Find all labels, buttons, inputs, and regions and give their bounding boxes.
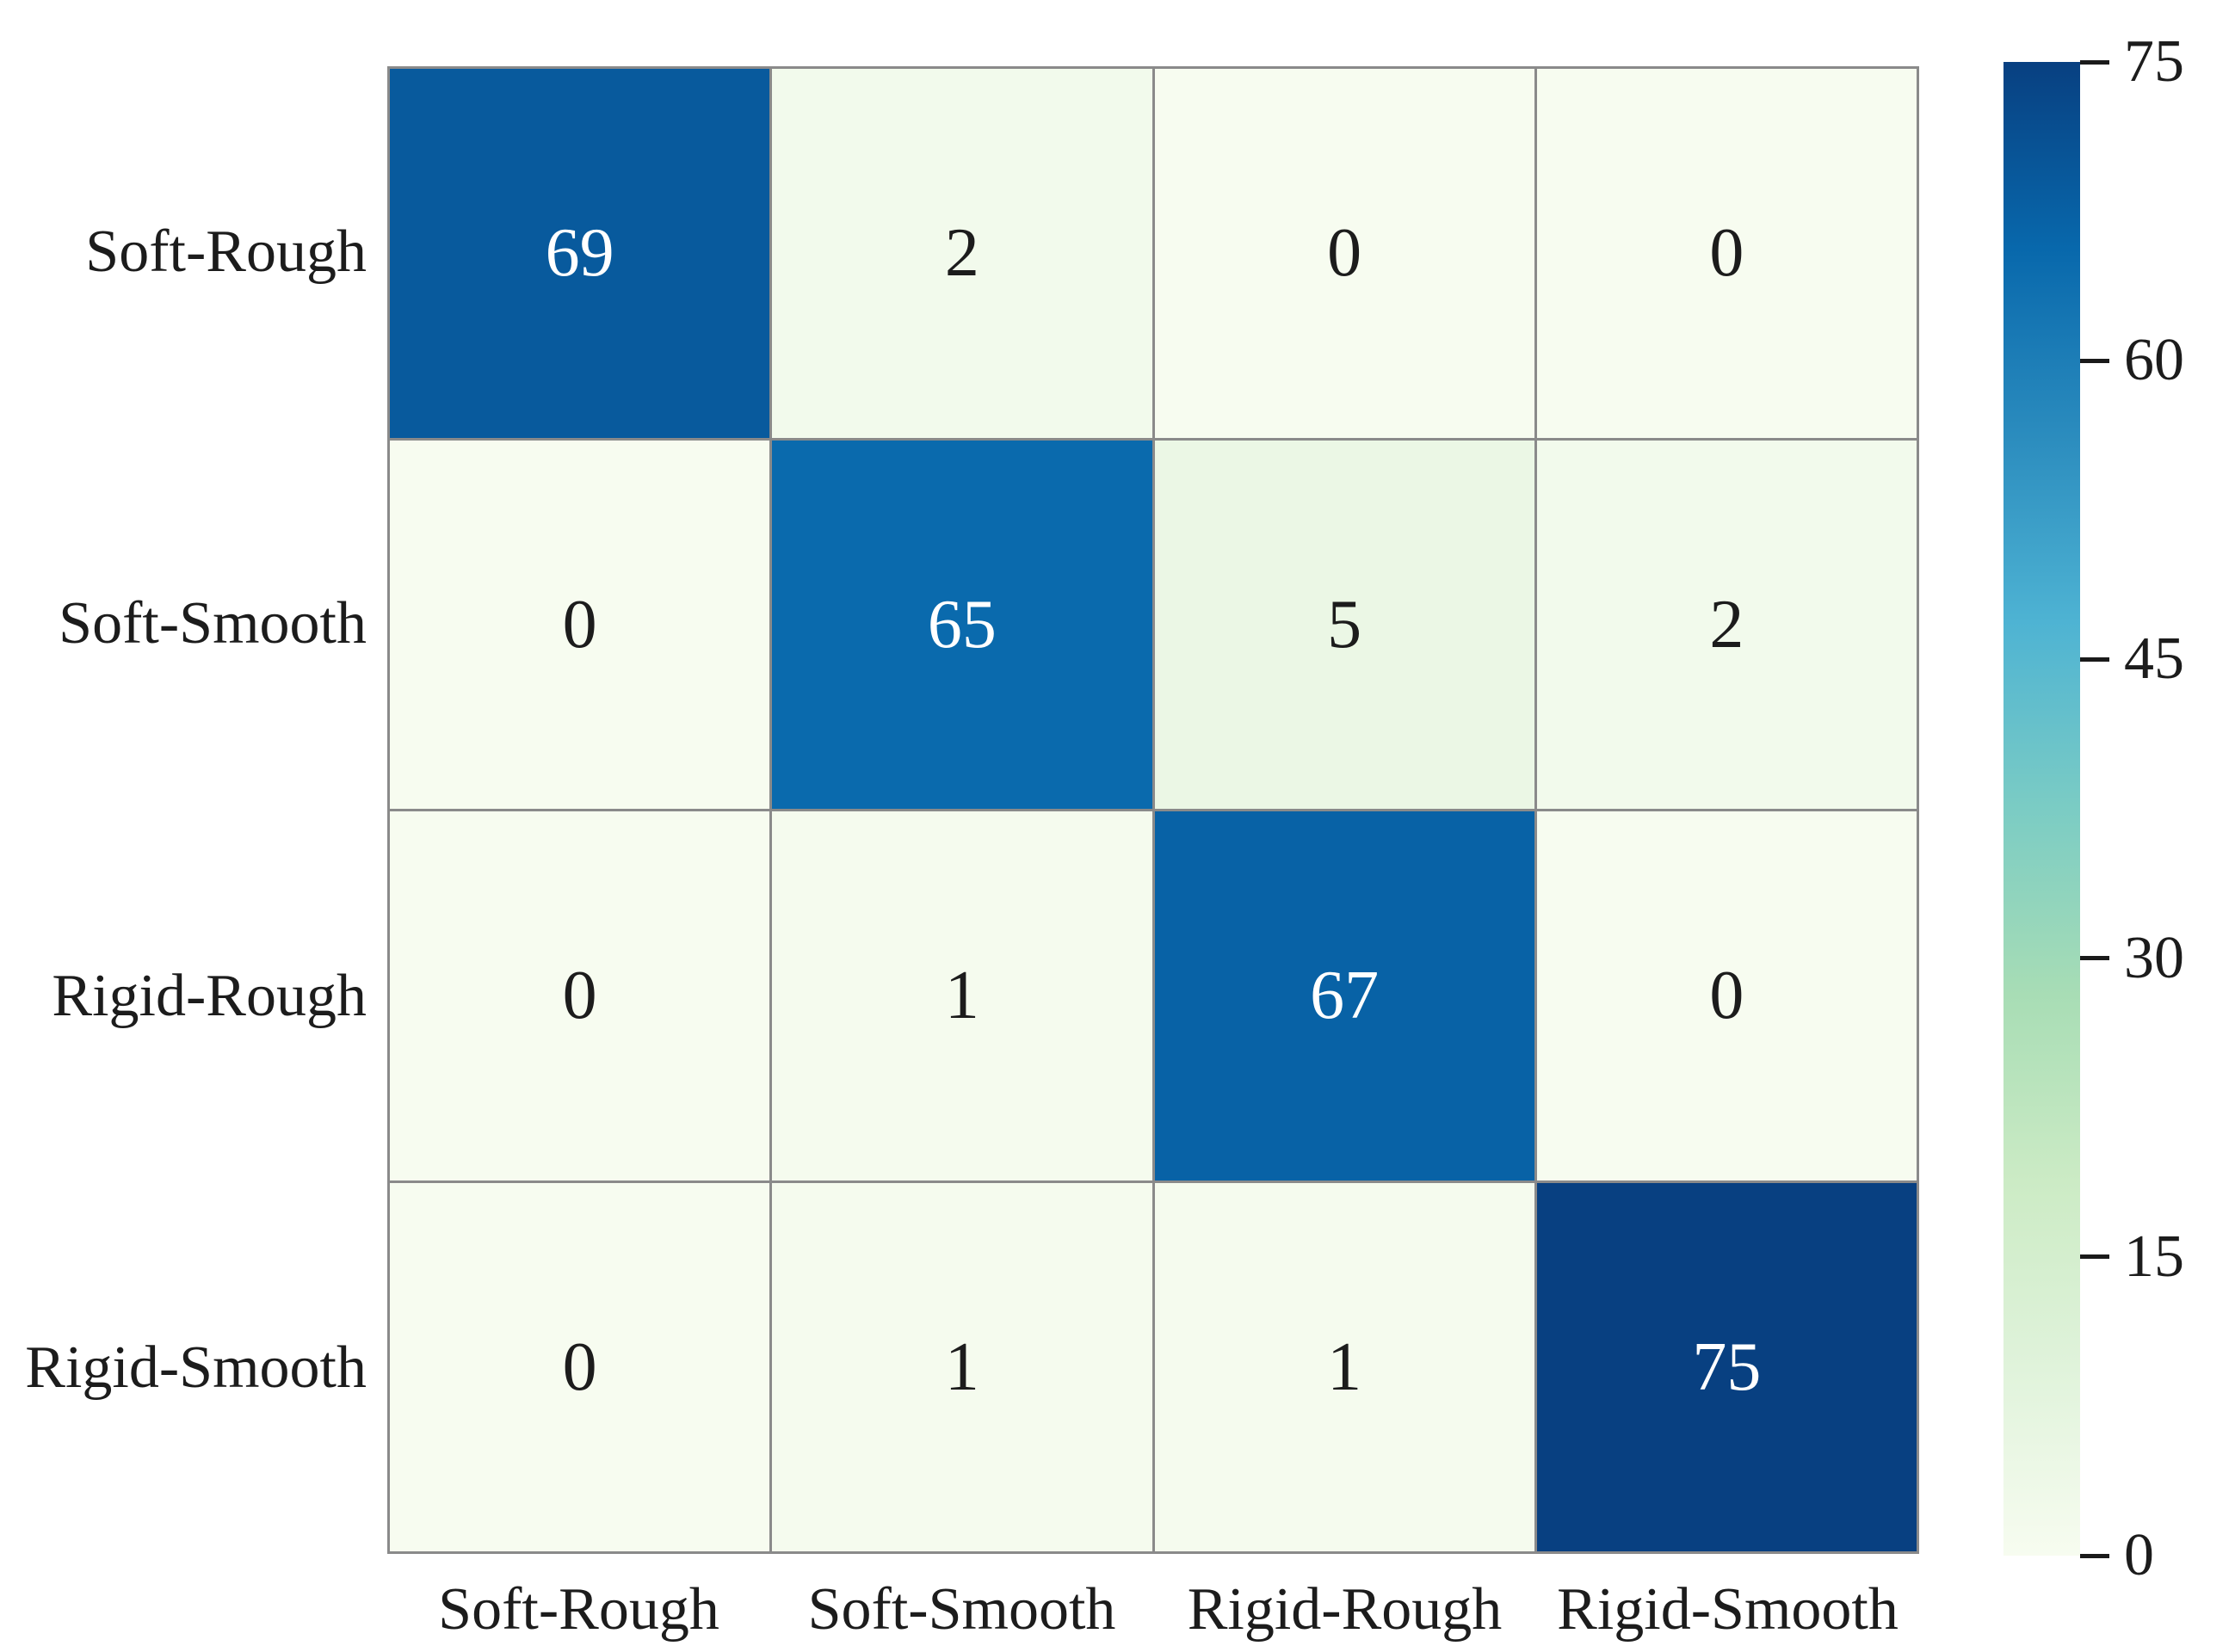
heatmap-cell: 5 <box>1154 440 1534 809</box>
y-axis-label: Rigid-Smooth <box>25 1334 367 1401</box>
heatmap-grid: 69 2 0 0 0 65 5 2 0 1 67 0 0 1 1 75 <box>387 66 1919 1554</box>
colorbar-tick-label: 15 <box>2124 1223 2184 1290</box>
heatmap-cell: 1 <box>772 1182 1152 1551</box>
colorbar-tick-label: 0 <box>2124 1522 2154 1588</box>
cell-value: 65 <box>927 586 997 663</box>
colorbar-tick-label: 30 <box>2124 924 2184 991</box>
cell-value: 0 <box>562 1328 597 1405</box>
heatmap-cell: 2 <box>1536 440 1917 809</box>
x-axis-label: Soft-Rough <box>438 1576 719 1643</box>
heatmap-cell: 0 <box>390 1182 770 1551</box>
cell-value: 75 <box>1692 1328 1762 1405</box>
heatmap-cell: 69 <box>390 69 770 438</box>
y-axis-label: Soft-Rough <box>85 219 367 286</box>
cell-value: 67 <box>1310 958 1380 1034</box>
colorbar-tick-mark <box>2080 956 2109 961</box>
heatmap-cell: 0 <box>390 440 770 809</box>
colorbar-tick-label: 75 <box>2124 28 2184 95</box>
heatmap-cell: 65 <box>772 440 1152 809</box>
heatmap-cell: 0 <box>390 811 770 1180</box>
colorbar-tick-mark <box>2080 1254 2109 1260</box>
cell-value: 0 <box>562 586 597 663</box>
heatmap-cell: 1 <box>1154 1182 1534 1551</box>
heatmap-cell: 2 <box>772 69 1152 438</box>
cell-value: 5 <box>1327 586 1362 663</box>
cell-value: 1 <box>944 958 979 1034</box>
cell-value: 2 <box>1709 586 1744 663</box>
heatmap-cell: 0 <box>1536 811 1917 1180</box>
cell-value: 0 <box>1709 215 1744 292</box>
y-axis-label: Soft-Smooth <box>59 590 367 657</box>
heatmap-cell: 67 <box>1154 811 1534 1180</box>
colorbar-tick-label: 60 <box>2124 327 2184 394</box>
cell-value: 0 <box>1327 215 1362 292</box>
x-axis-label: Rigid-Rough <box>1187 1576 1503 1643</box>
colorbar-gradient <box>2003 62 2080 1556</box>
colorbar-tick-mark <box>2080 656 2109 662</box>
colorbar-tick-mark <box>2080 358 2109 363</box>
x-axis-label: Soft-Smooth <box>807 1576 1116 1643</box>
cell-value: 1 <box>944 1328 979 1405</box>
heatmap-cell: 0 <box>1154 69 1534 438</box>
cell-value: 1 <box>1327 1328 1362 1405</box>
heatmap-cell: 0 <box>1536 69 1917 438</box>
heatmap-cell: 1 <box>772 811 1152 1180</box>
cell-value: 0 <box>1709 958 1744 1034</box>
cell-value: 69 <box>545 215 614 292</box>
y-axis-label: Rigid-Rough <box>52 962 367 1029</box>
heatmap-cell: 75 <box>1536 1182 1917 1551</box>
cell-value: 0 <box>562 958 597 1034</box>
colorbar-tick-mark <box>2080 1553 2109 1558</box>
colorbar-tick-label: 45 <box>2124 626 2184 693</box>
x-axis-label: Rigid-Smooth <box>1557 1576 1899 1643</box>
colorbar-tick-mark <box>2080 59 2109 65</box>
cell-value: 2 <box>944 215 979 292</box>
